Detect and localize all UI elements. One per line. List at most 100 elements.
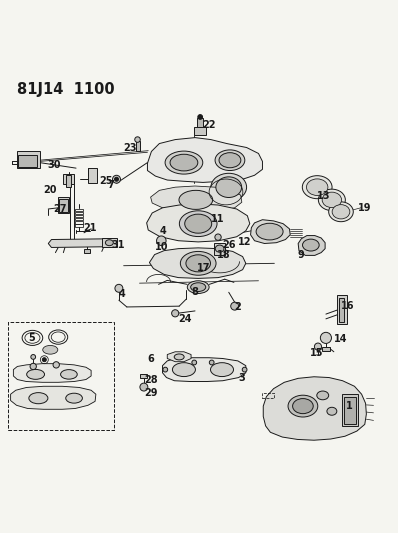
- Bar: [18, 155, 37, 166]
- Text: 20: 20: [43, 185, 57, 196]
- Ellipse shape: [180, 252, 216, 275]
- Text: 22: 22: [202, 119, 216, 130]
- Text: 81J14  1100: 81J14 1100: [17, 82, 114, 97]
- Polygon shape: [263, 377, 367, 440]
- Text: 18: 18: [217, 249, 230, 260]
- Text: 21: 21: [83, 223, 97, 232]
- Text: 25: 25: [99, 176, 113, 186]
- Circle shape: [209, 360, 214, 365]
- Bar: [63, 174, 74, 184]
- Text: 27: 27: [53, 204, 66, 214]
- Polygon shape: [146, 204, 250, 242]
- Bar: [75, 215, 83, 217]
- Ellipse shape: [256, 223, 283, 240]
- Text: 7: 7: [107, 180, 114, 190]
- Ellipse shape: [185, 214, 212, 233]
- Circle shape: [172, 310, 179, 317]
- Text: 14: 14: [334, 334, 347, 344]
- Circle shape: [42, 358, 46, 362]
- Ellipse shape: [302, 176, 332, 199]
- Circle shape: [113, 175, 121, 183]
- Bar: [197, 118, 203, 127]
- Ellipse shape: [219, 152, 241, 168]
- Circle shape: [140, 383, 148, 391]
- Bar: [66, 175, 71, 187]
- Ellipse shape: [211, 362, 234, 376]
- Bar: [75, 212, 83, 214]
- Text: 30: 30: [47, 160, 61, 170]
- Ellipse shape: [318, 189, 345, 211]
- Text: 13: 13: [317, 191, 331, 201]
- Bar: [322, 346, 330, 351]
- Bar: [17, 151, 39, 168]
- Ellipse shape: [215, 245, 224, 252]
- Polygon shape: [14, 364, 91, 382]
- Ellipse shape: [327, 407, 337, 415]
- Circle shape: [314, 343, 322, 350]
- Bar: [337, 295, 347, 324]
- Text: 15: 15: [310, 348, 324, 358]
- Bar: [58, 197, 69, 213]
- Bar: [261, 393, 273, 398]
- Ellipse shape: [215, 150, 245, 171]
- Ellipse shape: [60, 369, 77, 379]
- Circle shape: [215, 234, 221, 240]
- Circle shape: [242, 367, 247, 372]
- Circle shape: [53, 362, 59, 368]
- Bar: [339, 298, 344, 322]
- Ellipse shape: [105, 240, 113, 246]
- Ellipse shape: [170, 154, 198, 171]
- Ellipse shape: [195, 262, 202, 267]
- Bar: [136, 141, 140, 151]
- Text: 12: 12: [238, 237, 252, 247]
- Bar: [8, 322, 114, 430]
- Polygon shape: [150, 186, 242, 212]
- Ellipse shape: [186, 255, 211, 272]
- Bar: [194, 127, 206, 135]
- Circle shape: [115, 284, 123, 292]
- Ellipse shape: [216, 177, 242, 198]
- Ellipse shape: [293, 399, 313, 414]
- Ellipse shape: [288, 395, 318, 417]
- Bar: [84, 249, 90, 253]
- Bar: [102, 238, 117, 247]
- Polygon shape: [11, 386, 96, 409]
- Ellipse shape: [172, 362, 195, 376]
- Text: 11: 11: [211, 214, 224, 224]
- Text: 5: 5: [29, 333, 35, 343]
- Text: 16: 16: [341, 301, 355, 311]
- Text: 31: 31: [111, 240, 125, 251]
- Polygon shape: [149, 248, 246, 278]
- Circle shape: [231, 302, 239, 310]
- Circle shape: [135, 137, 140, 142]
- Ellipse shape: [317, 391, 329, 400]
- Bar: [75, 224, 83, 227]
- Ellipse shape: [329, 202, 353, 222]
- Text: 1: 1: [346, 401, 353, 411]
- Text: 4: 4: [119, 289, 126, 299]
- Ellipse shape: [187, 281, 209, 294]
- Text: 28: 28: [144, 375, 158, 384]
- Bar: [344, 398, 356, 424]
- Ellipse shape: [306, 179, 328, 196]
- Ellipse shape: [29, 393, 48, 403]
- Text: 23: 23: [124, 142, 137, 152]
- Ellipse shape: [191, 283, 206, 292]
- Ellipse shape: [179, 211, 217, 237]
- Text: 29: 29: [144, 389, 158, 398]
- Ellipse shape: [211, 173, 247, 201]
- Circle shape: [30, 364, 36, 369]
- Ellipse shape: [332, 205, 350, 219]
- Ellipse shape: [179, 190, 213, 209]
- Ellipse shape: [43, 345, 58, 354]
- Bar: [75, 218, 83, 221]
- Text: 17: 17: [197, 263, 211, 273]
- Circle shape: [198, 115, 203, 119]
- Text: 3: 3: [239, 373, 246, 383]
- Ellipse shape: [27, 369, 45, 379]
- Ellipse shape: [302, 239, 319, 251]
- Ellipse shape: [66, 393, 82, 403]
- Circle shape: [115, 177, 119, 181]
- Bar: [140, 374, 147, 378]
- Text: 26: 26: [222, 240, 236, 249]
